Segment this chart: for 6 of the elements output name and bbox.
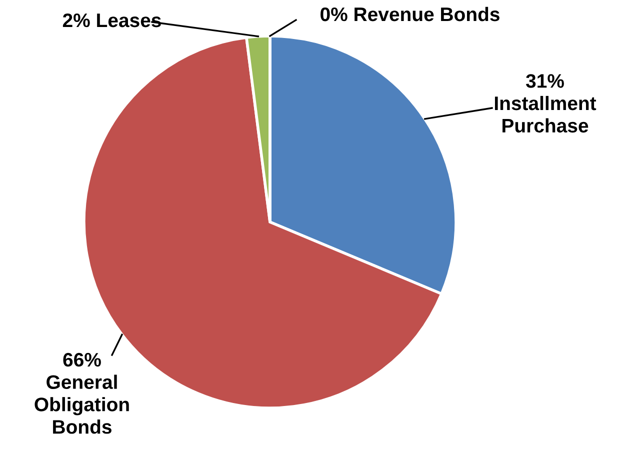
text: 0% Revenue Bonds (320, 6, 500, 22)
slice-label: 2% Leases (62, 13, 161, 28)
slice-label: General Obligation Bonds (34, 374, 129, 434)
data-label: 66% (63, 352, 101, 367)
slice-label: Installment Purchase (494, 96, 596, 133)
data-label: 31% (526, 74, 564, 88)
